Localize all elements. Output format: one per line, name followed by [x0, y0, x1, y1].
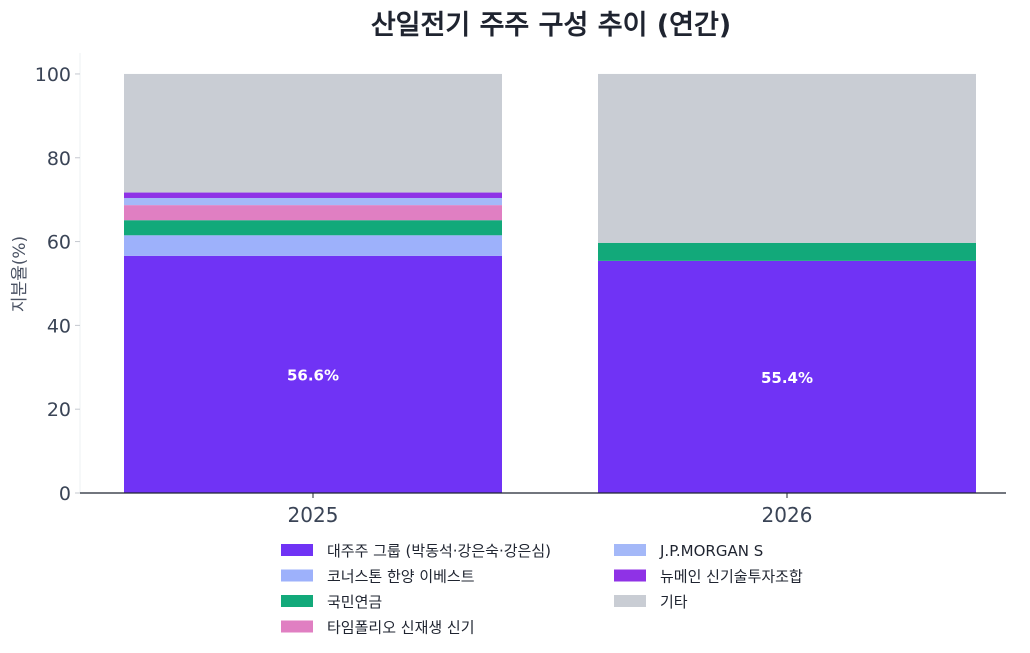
bar-segment	[598, 260, 976, 493]
legend-item: 뉴메인 신기술투자조합	[614, 568, 803, 586]
bar-segment	[124, 255, 502, 493]
legend-item: 기타	[614, 593, 688, 611]
legend-label: 기타	[660, 593, 688, 611]
legend-label: J.P.MORGAN S	[659, 542, 763, 560]
bar-segment	[124, 197, 502, 206]
bar-segment	[598, 73, 976, 243]
legend-swatch	[614, 544, 646, 556]
legend-label: 대주주 그룹 (박동석·강은숙·강은심)	[327, 542, 551, 560]
y-tick-label: 0	[59, 483, 71, 505]
bar-segment	[124, 73, 502, 193]
legend-swatch	[281, 620, 313, 633]
bar-segment	[124, 205, 502, 221]
legend-item: 코너스톤 한양 이베스트	[281, 568, 475, 586]
legend-item: 타임폴리오 신재생 신기	[281, 619, 475, 637]
y-tick-label: 20	[47, 399, 71, 421]
bar-segment	[124, 192, 502, 198]
legend-swatch	[281, 569, 313, 582]
bar-segment	[124, 235, 502, 256]
legend-swatch	[281, 544, 313, 556]
legend-label: 타임폴리오 신재생 신기	[327, 619, 475, 637]
data-labels-group: 56.6% 55.4%	[287, 366, 813, 387]
legend-item: 대주주 그룹 (박동석·강은숙·강은심)	[281, 542, 551, 560]
x-tick-label: 2026	[762, 503, 813, 527]
x-tick-label: 2025	[288, 503, 339, 527]
legend-label: 뉴메인 신기술투자조합	[660, 568, 803, 586]
legend-item: J.P.MORGAN S	[614, 542, 763, 560]
legend-swatch	[614, 569, 646, 582]
y-tick-label: 40	[47, 315, 71, 337]
y-tick-label: 100	[35, 64, 71, 86]
legend: 대주주 그룹 (박동석·강은숙·강은심) 코너스톤 한양 이베스트국민연금타임폴리…	[281, 542, 803, 637]
y-tick-label: 80	[47, 148, 71, 170]
axes-group: 0 20 40 60 80 100 2025 2026	[35, 53, 1006, 527]
bars-group	[124, 73, 976, 493]
y-axis-label: 지분율(%)	[10, 236, 30, 312]
data-label: 56.6%	[287, 366, 339, 384]
legend-swatch	[614, 595, 646, 607]
legend-label: 코너스톤 한양 이베스트	[327, 568, 475, 586]
y-tick-label: 60	[47, 232, 71, 254]
data-label: 55.4%	[761, 369, 813, 387]
bar-segment	[598, 242, 976, 261]
legend-label: 국민연금	[327, 593, 382, 611]
legend-swatch	[281, 595, 313, 607]
legend-item: 국민연금	[281, 593, 382, 611]
bar-segment	[124, 220, 502, 236]
chart-title: 산일전기 주주 구성 추이 (연간)	[371, 10, 731, 41]
